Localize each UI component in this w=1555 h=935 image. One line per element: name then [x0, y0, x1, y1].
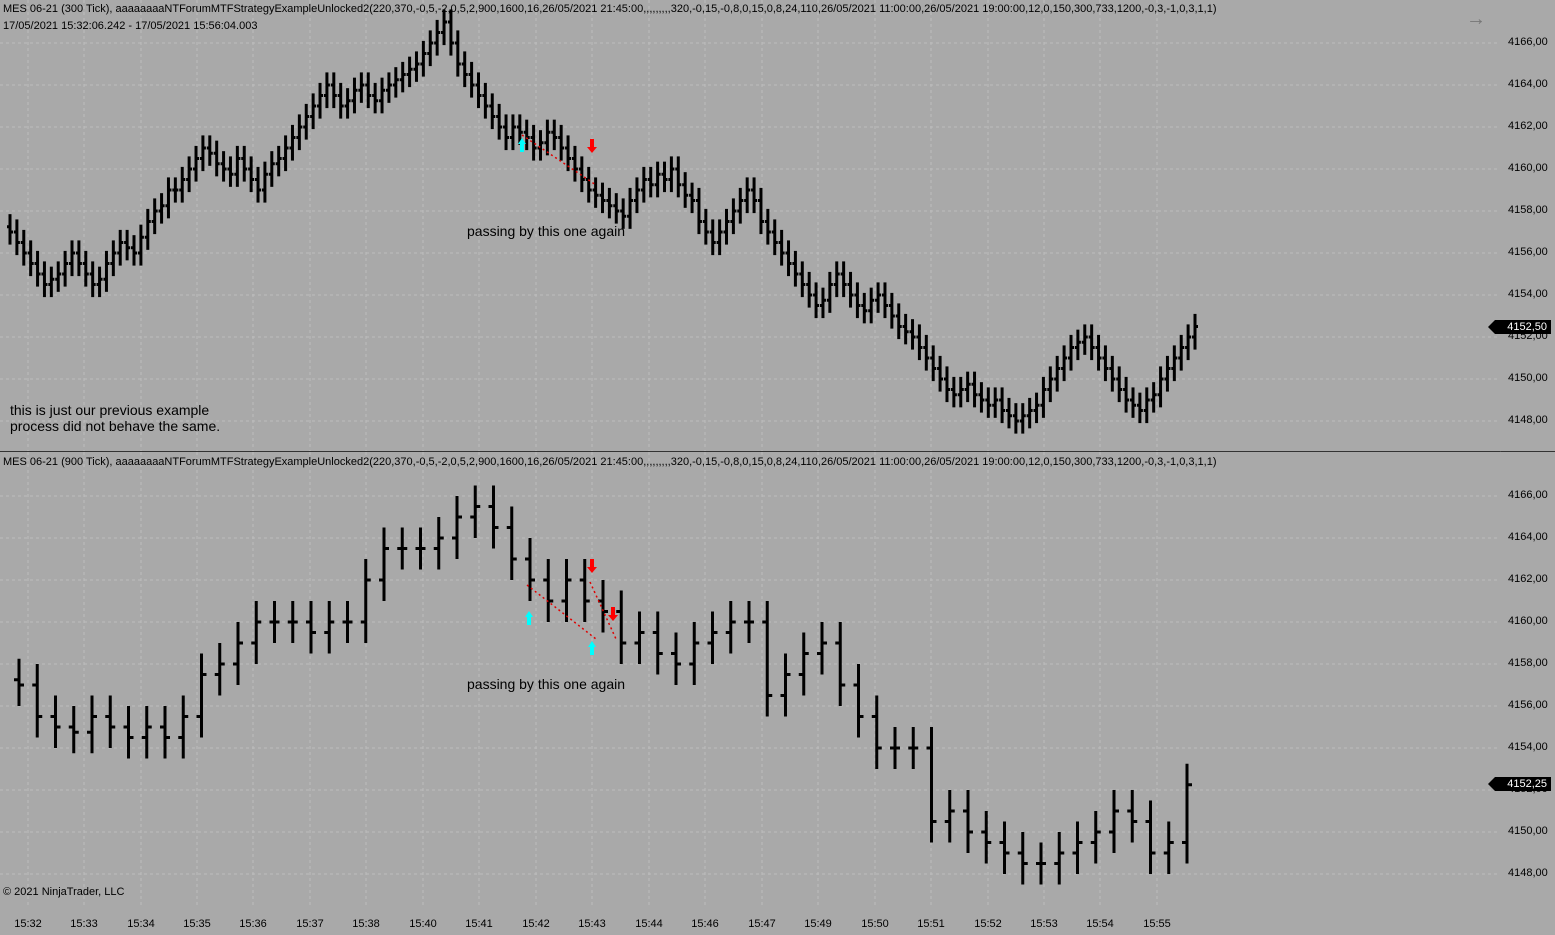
price-tick-label: 4156,00 — [1508, 699, 1548, 711]
pane-divider[interactable] — [0, 451, 1555, 452]
time-tick-label: 15:34 — [127, 918, 155, 930]
bottom-annotation-text: passing by this one again — [467, 676, 625, 692]
exit-arrow-down-icon — [590, 559, 594, 568]
price-tick-label: 4154,00 — [1508, 288, 1548, 300]
price-tick-label: 4160,00 — [1508, 162, 1548, 174]
bottom-price-axis[interactable]: 4166,00 4164,00 4162,00 4160,00 4158,00 4156,… — [1500, 452, 1555, 906]
time-tick-label: 15:52 — [974, 918, 1002, 930]
price-tick-label: 4160,00 — [1508, 615, 1548, 627]
exit-arrow-down-icon — [590, 139, 594, 148]
top-last-price-marker: 4152,50 — [1488, 320, 1551, 334]
exit-arrow-head — [608, 615, 618, 621]
exit-arrow-head — [587, 147, 597, 153]
time-tick-label: 15:37 — [296, 918, 324, 930]
time-tick-label: 15:50 — [861, 918, 889, 930]
bottom-price-chart[interactable] — [0, 452, 1500, 906]
time-tick-label: 15:54 — [1086, 918, 1114, 930]
entry-arrow-up-icon — [520, 142, 524, 152]
price-tick-label: 4148,00 — [1508, 414, 1548, 426]
entry-arrow-head — [525, 611, 533, 617]
time-tick-label: 15:38 — [352, 918, 380, 930]
top-price-axis[interactable]: 4166,00 4164,00 4162,00 4160,00 4158,00 4156,… — [1500, 0, 1555, 451]
top-annotation-text: passing by this one again — [467, 223, 625, 239]
entry-arrow-up-icon — [590, 645, 594, 655]
price-tick-label: 4162,00 — [1508, 573, 1548, 585]
entry-arrow-up-icon — [527, 615, 531, 625]
time-tick-label: 15:49 — [804, 918, 832, 930]
bottom-chart-pane[interactable]: MES 06-21 (900 Tick), aaaaaaaaNTForumMTF… — [0, 452, 1500, 906]
price-tick-label: 4154,00 — [1508, 741, 1548, 753]
time-tick-label: 15:41 — [465, 918, 493, 930]
right-arrow-icon[interactable]: → — [1466, 8, 1486, 30]
copyright-text: © 2021 NinjaTrader, LLC — [3, 886, 125, 898]
entry-arrow-head — [588, 641, 596, 647]
entry-arrow-head — [518, 138, 526, 144]
price-tick-label: 4158,00 — [1508, 204, 1548, 216]
top-note-text: this is just our previous example proces… — [10, 402, 220, 434]
bottom-last-price-marker: 4152,25 — [1488, 777, 1551, 791]
top-pane-date-range: 17/05/2021 15:32:06.242 - 17/05/2021 15:… — [3, 20, 258, 32]
time-tick-label: 15:47 — [748, 918, 776, 930]
top-chart-pane[interactable]: MES 06-21 (300 Tick), aaaaaaaaNTForumMTF… — [0, 0, 1500, 451]
price-tick-label: 4156,00 — [1508, 246, 1548, 258]
time-tick-label: 15:44 — [635, 918, 663, 930]
time-tick-label: 15:35 — [183, 918, 211, 930]
price-tick-label: 4166,00 — [1508, 489, 1548, 501]
time-tick-label: 15:33 — [70, 918, 98, 930]
top-price-chart[interactable] — [0, 0, 1500, 451]
exit-arrow-head — [587, 567, 597, 573]
note-line-1: this is just our previous example — [10, 402, 210, 418]
trade-connector-line — [589, 581, 617, 640]
price-tick-label: 4150,00 — [1508, 372, 1548, 384]
time-tick-label: 15:53 — [1030, 918, 1058, 930]
price-tick-label: 4158,00 — [1508, 657, 1548, 669]
exit-arrow-down-icon — [611, 607, 615, 616]
time-tick-label: 15:55 — [1143, 918, 1171, 930]
time-tick-label: 15:46 — [691, 918, 719, 930]
time-tick-label: 15:42 — [522, 918, 550, 930]
top-pane-title: MES 06-21 (300 Tick), aaaaaaaaNTForumMTF… — [3, 3, 1217, 15]
price-tick-label: 4164,00 — [1508, 78, 1548, 90]
price-tick-label: 4166,00 — [1508, 36, 1548, 48]
time-tick-label: 15:40 — [409, 918, 437, 930]
time-axis[interactable]: 15:32 15:33 15:34 15:35 15:36 15:37 15:38 15:40… — [0, 906, 1555, 935]
time-tick-label: 15:43 — [578, 918, 606, 930]
time-tick-label: 15:51 — [917, 918, 945, 930]
price-tick-label: 4162,00 — [1508, 120, 1548, 132]
time-tick-label: 15:32 — [14, 918, 42, 930]
bottom-pane-title: MES 06-21 (900 Tick), aaaaaaaaNTForumMTF… — [3, 456, 1217, 468]
time-tick-label: 15:36 — [239, 918, 267, 930]
price-tick-label: 4164,00 — [1508, 531, 1548, 543]
price-tick-label: 4148,00 — [1508, 867, 1548, 879]
price-tick-label: 4150,00 — [1508, 825, 1548, 837]
note-line-2: process did not behave the same. — [10, 418, 221, 434]
